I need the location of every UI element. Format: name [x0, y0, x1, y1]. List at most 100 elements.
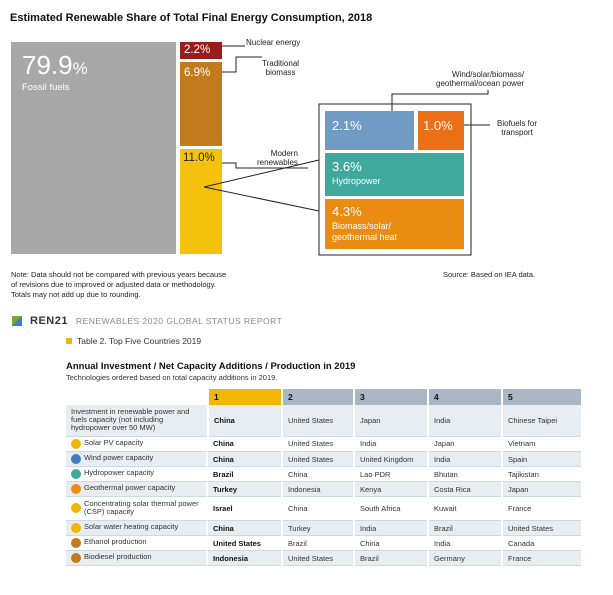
heat-box	[325, 199, 464, 249]
technology-cell: Concentrating solar thermal power (CSP) …	[66, 496, 208, 521]
country-cell-rank-1: China	[208, 436, 283, 452]
note-line-2: of revisions due to improved or adjusted…	[11, 280, 216, 290]
country-cell-rank-1: China	[208, 520, 283, 536]
hydropower-box	[325, 153, 464, 196]
nuclear-pct: 2.2%	[184, 44, 211, 56]
biodiesel-icon	[71, 552, 81, 563]
country-cell-rank-5: France	[502, 550, 583, 566]
chart-title: Estimated Renewable Share of Total Final…	[10, 12, 373, 24]
country-cell-rank-5: United States	[502, 520, 583, 536]
fossil-pct-sign: %	[72, 59, 88, 78]
technology-label: Wind power capacity	[84, 453, 154, 463]
country-cell-rank-4: Brazil	[428, 520, 503, 536]
country-cell-rank-3: Brazil	[354, 550, 429, 566]
ethanol-icon	[71, 537, 81, 548]
wind-callout: Wind/solar/biomass/ geothermal/ocean pow…	[436, 70, 524, 88]
fossil-pct: 79.9	[22, 50, 73, 80]
wind-solar-box	[325, 111, 414, 150]
country-cell-rank-3: South Africa	[354, 496, 429, 521]
table-caption-text: Table 2. Top Five Countries 2019	[77, 336, 202, 346]
hydro-label: 3.6% Hydropower	[332, 160, 381, 187]
country-cell-rank-2: Indonesia	[282, 481, 355, 497]
country-cell-rank-3: Japan	[354, 405, 429, 437]
country-cell-rank-4: Bhutan	[428, 466, 503, 482]
country-cell-rank-1: China	[208, 405, 283, 437]
note-line-1: Note: Data should not be compared with p…	[11, 270, 227, 279]
country-cell-rank-2: China	[282, 496, 355, 521]
modern-pct: 11.0%	[183, 152, 215, 164]
biofuel-callout-1: Biofuels for	[497, 119, 538, 128]
report-header: REN21 RENEWABLES 2020 GLOBAL STATUS REPO…	[12, 315, 282, 327]
treemap-chart	[11, 42, 490, 256]
technology-cell: Solar water heating capacity	[66, 520, 208, 536]
header-blank	[66, 389, 209, 405]
zoom-line-bottom	[203, 186, 320, 212]
modern-renewables-box	[180, 149, 222, 254]
wind-pct: 2.1%	[332, 118, 362, 133]
header-rank-2: 2	[282, 389, 355, 405]
fossil-label: 79.9% Fossil fuels	[22, 52, 88, 93]
modern-callout: Modern renewables	[257, 149, 298, 167]
trad-callout: Traditional biomass	[262, 59, 299, 77]
technology-label: Geothermal power capacity	[84, 483, 176, 493]
technology-label: Concentrating solar thermal power (CSP) …	[84, 498, 199, 516]
technology-cell: Investment in renewable power and fuels …	[66, 405, 209, 437]
header-rank-3: 3	[354, 389, 429, 405]
country-cell-rank-1: Turkey	[208, 481, 283, 497]
technology-cell: Geothermal power capacity	[66, 481, 208, 497]
heat-name-1: Biomass/solar/	[332, 221, 392, 231]
nuclear-box	[180, 42, 222, 59]
country-cell-rank-5: Canada	[502, 535, 583, 551]
country-cell-rank-2: China	[282, 466, 355, 482]
country-cell-rank-2: United States	[282, 550, 355, 566]
solar-heat-icon	[71, 522, 81, 533]
wind-callout-1: Wind/solar/biomass/	[452, 70, 525, 79]
country-cell-rank-3: India	[354, 520, 429, 536]
table-subtitle: Technologies ordered based on total capa…	[66, 373, 278, 382]
technology-cell: Wind power capacity	[66, 451, 208, 467]
top-five-table: 1 2 3 4 5 Investment in renewable power …	[66, 389, 583, 566]
table-row: Wind power capacity China United States Uni…	[66, 451, 583, 467]
country-cell-rank-1: United States	[208, 535, 283, 551]
technology-label: Ethanol production	[84, 537, 147, 547]
trad-leader	[222, 56, 262, 73]
country-cell-rank-3: China	[354, 535, 429, 551]
table-title: Annual Investment / Net Capacity Additio…	[66, 361, 356, 372]
country-cell-rank-5: Japan	[502, 481, 583, 497]
country-cell-rank-4: India	[428, 451, 503, 467]
fossil-name: Fossil fuels	[22, 82, 70, 93]
wind-turbine-icon	[71, 453, 81, 464]
heat-label: 4.3% Biomass/solar/ geothermal heat	[332, 205, 397, 243]
chart-note: Note: Data should not be compared with p…	[11, 270, 226, 300]
header-rank-4: 4	[428, 389, 503, 405]
table-row: Geothermal power capacity Turkey Indonesia…	[66, 481, 583, 497]
country-cell-rank-2: United States	[282, 436, 355, 452]
country-cell-rank-4: Kuwait	[428, 496, 503, 521]
table-row: Hydropower capacity Brazil China Lao PDR Bhu…	[66, 466, 583, 482]
table-row: Solar PV capacity China United States India…	[66, 436, 583, 452]
geothermal-icon	[71, 483, 81, 494]
water-drop-icon	[71, 468, 81, 479]
table-row: Biodiesel production Indonesia United Stat…	[66, 550, 583, 566]
modern-leader	[222, 162, 308, 169]
country-cell-rank-5: Tajikistan	[502, 466, 583, 482]
trad-pct: 6.9%	[184, 67, 211, 79]
header-rank-5: 5	[502, 389, 583, 405]
technology-cell: Solar PV capacity	[66, 436, 208, 452]
header-rank-1: 1	[208, 389, 283, 405]
traditional-biomass-box	[180, 62, 222, 146]
country-cell-rank-3: Lao PDR	[354, 466, 429, 482]
technology-cell: Ethanol production	[66, 535, 208, 551]
hydro-pct: 3.6%	[332, 159, 362, 174]
country-cell-rank-5: Spain	[502, 451, 583, 467]
country-cell-rank-1: Brazil	[208, 466, 283, 482]
fossil-fuels-box	[11, 42, 176, 254]
biofuels-box	[418, 111, 464, 150]
biofuel-callout-2: transport	[501, 128, 533, 138]
zoom-line-top	[203, 159, 320, 188]
technology-label: Investment in renewable power and fuels …	[71, 406, 190, 433]
nuclear-callout: Nuclear energy	[246, 38, 301, 47]
ren21-logo-icon	[12, 316, 22, 326]
table-row: Concentrating solar thermal power (CSP) …	[66, 496, 583, 521]
heat-name-2: geothermal heat	[332, 231, 398, 242]
